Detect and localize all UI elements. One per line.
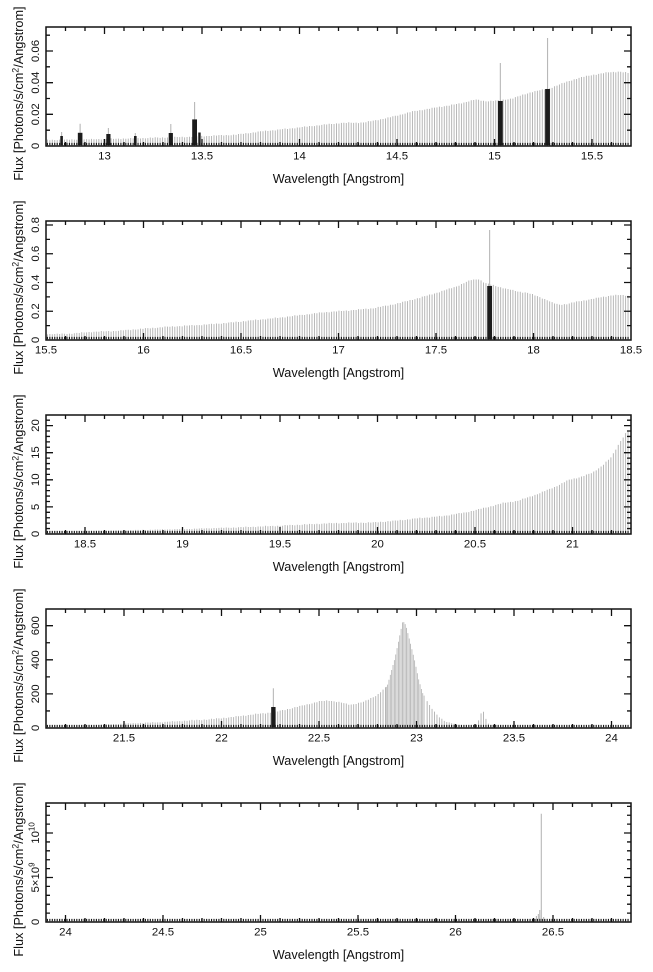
svg-text:0: 0: [30, 725, 42, 731]
svg-text:18.5: 18.5: [620, 345, 642, 357]
svg-text:0: 0: [30, 531, 42, 537]
svg-text:20.5: 20.5: [464, 539, 486, 551]
svg-text:24: 24: [59, 927, 72, 939]
svg-text:19: 19: [176, 539, 189, 551]
svg-text:0: 0: [30, 337, 42, 343]
svg-text:25.5: 25.5: [347, 927, 369, 939]
svg-text:23.5: 23.5: [503, 733, 525, 745]
svg-text:Flux [Photons/s/cm2/Angstrom]: Flux [Photons/s/cm2/Angstrom]: [11, 588, 27, 762]
svg-text:0.02: 0.02: [30, 103, 42, 125]
svg-text:0: 0: [30, 143, 42, 149]
svg-text:600: 600: [30, 616, 42, 635]
svg-text:21.5: 21.5: [113, 733, 135, 745]
svg-text:24: 24: [605, 733, 618, 745]
svg-text:24.5: 24.5: [152, 927, 174, 939]
svg-text:Wavelength [Angstrom]: Wavelength [Angstrom]: [273, 172, 404, 186]
svg-text:22: 22: [215, 733, 228, 745]
svg-text:17: 17: [332, 345, 345, 357]
svg-text:26.5: 26.5: [542, 927, 564, 939]
svg-text:13: 13: [98, 151, 111, 163]
svg-text:10: 10: [30, 473, 42, 486]
svg-text:Wavelength [Angstrom]: Wavelength [Angstrom]: [273, 754, 404, 768]
svg-text:15.5: 15.5: [581, 151, 603, 163]
svg-text:5: 5: [30, 504, 42, 510]
svg-text:13.5: 13.5: [191, 151, 213, 163]
svg-text:Flux [Photons/s/cm2/Angstrom]: Flux [Photons/s/cm2/Angstrom]: [11, 6, 27, 180]
svg-text:15.5: 15.5: [35, 345, 57, 357]
svg-text:14.5: 14.5: [386, 151, 408, 163]
svg-text:200: 200: [30, 684, 42, 703]
svg-text:18.5: 18.5: [74, 539, 96, 551]
svg-text:0.04: 0.04: [30, 72, 42, 94]
svg-text:25: 25: [254, 927, 267, 939]
svg-text:21: 21: [566, 539, 579, 551]
svg-text:23: 23: [410, 733, 423, 745]
svg-text:20: 20: [30, 419, 42, 432]
svg-text:Flux [Photons/s/cm2/Angstrom]: Flux [Photons/s/cm2/Angstrom]: [11, 394, 27, 568]
svg-text:0.8: 0.8: [30, 217, 42, 233]
svg-text:20: 20: [371, 539, 384, 551]
svg-text:14: 14: [293, 151, 306, 163]
svg-text:0.06: 0.06: [30, 40, 42, 62]
svg-text:0.4: 0.4: [30, 275, 42, 291]
svg-text:16: 16: [137, 345, 150, 357]
svg-text:15: 15: [30, 446, 42, 459]
svg-text:18: 18: [527, 345, 540, 357]
svg-text:16.5: 16.5: [230, 345, 252, 357]
svg-text:26: 26: [449, 927, 462, 939]
svg-text:Wavelength [Angstrom]: Wavelength [Angstrom]: [273, 366, 404, 380]
svg-text:Wavelength [Angstrom]: Wavelength [Angstrom]: [273, 948, 404, 962]
svg-text:0.2: 0.2: [30, 303, 42, 319]
svg-text:5×109: 5×109: [28, 862, 43, 893]
svg-text:Wavelength [Angstrom]: Wavelength [Angstrom]: [273, 560, 404, 574]
svg-text:15: 15: [488, 151, 501, 163]
svg-text:19.5: 19.5: [269, 539, 291, 551]
svg-text:0.6: 0.6: [30, 246, 42, 262]
svg-text:22.5: 22.5: [308, 733, 330, 745]
svg-text:17.5: 17.5: [425, 345, 447, 357]
svg-text:400: 400: [30, 650, 42, 669]
svg-text:0: 0: [30, 919, 42, 925]
svg-text:Flux [Photons/s/cm2/Angstrom]: Flux [Photons/s/cm2/Angstrom]: [11, 200, 27, 374]
svg-text:Flux [Photons/s/cm2/Angstrom]: Flux [Photons/s/cm2/Angstrom]: [11, 782, 27, 956]
